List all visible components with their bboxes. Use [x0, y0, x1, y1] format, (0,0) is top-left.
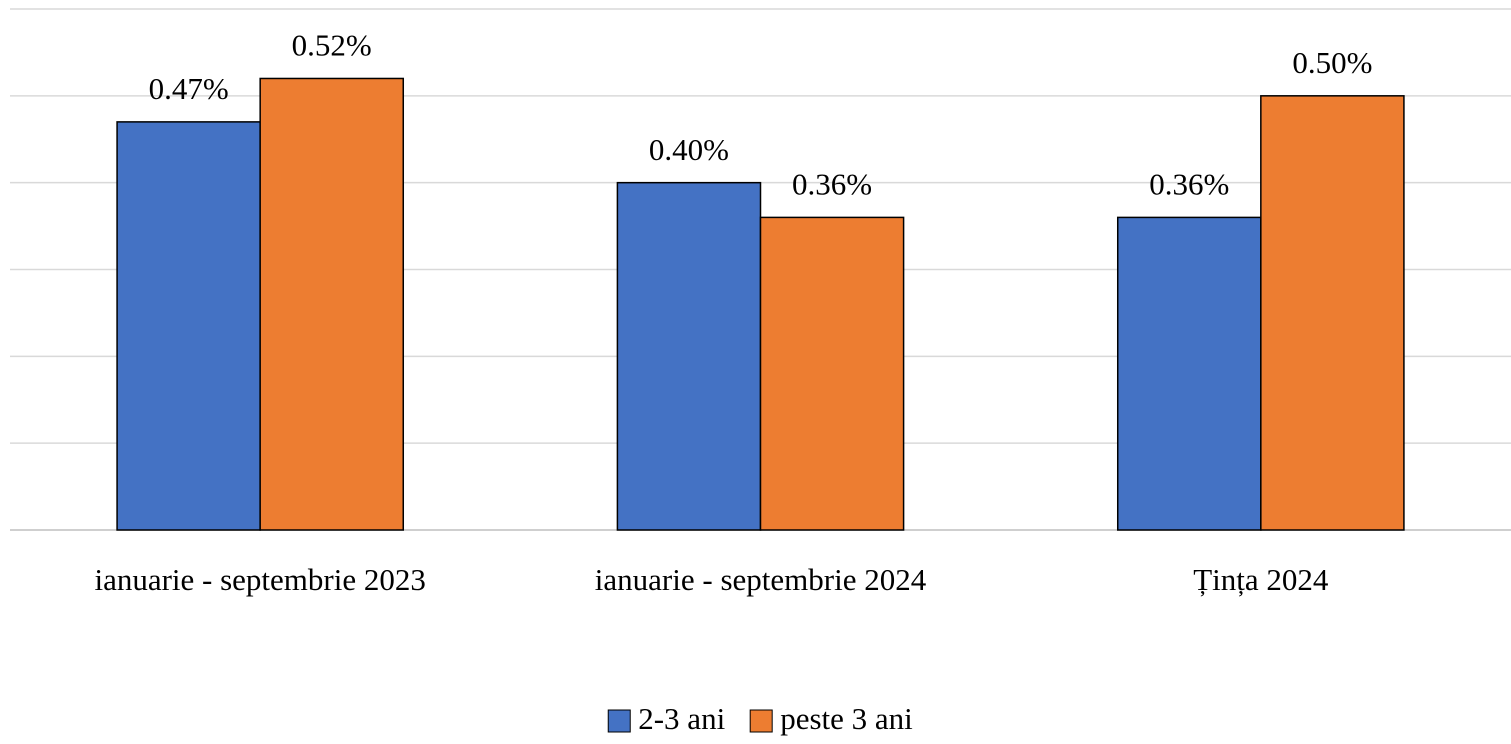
data-label: 0.50%	[1292, 45, 1372, 80]
bar	[759, 216, 905, 531]
x-tick-label: Țința 2024	[1193, 562, 1329, 597]
legend-label: 2-3 ani	[638, 701, 725, 736]
bar	[259, 77, 405, 531]
x-tick-label: ianuarie - septembrie 2023	[94, 562, 425, 597]
data-label: 0.47%	[149, 71, 229, 106]
legend-swatch	[749, 709, 773, 733]
bar	[116, 121, 261, 531]
data-label: 0.40%	[649, 132, 729, 167]
bar	[616, 181, 762, 531]
bar	[1260, 95, 1405, 531]
data-label: 0.36%	[792, 167, 872, 202]
legend-label: peste 3 ani	[780, 701, 913, 736]
legend-swatch	[607, 709, 631, 733]
data-label: 0.52%	[292, 28, 372, 63]
data-label: 0.36%	[1149, 167, 1229, 202]
x-tick-label: ianuarie - septembrie 2024	[595, 562, 927, 597]
bar	[1116, 216, 1262, 531]
